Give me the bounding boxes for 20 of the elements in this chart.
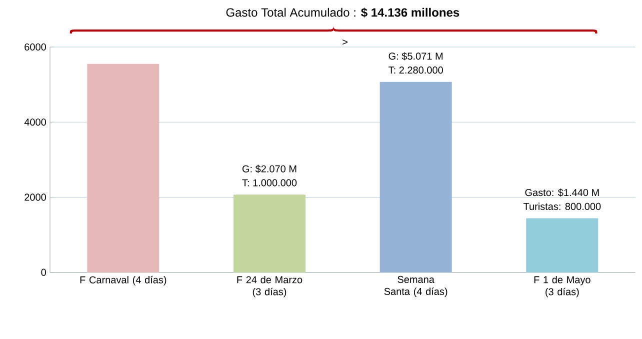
bar: [380, 82, 452, 272]
annotation: T: 1.000.000: [242, 179, 297, 186]
y-tick-label: 6000: [24, 43, 46, 51]
y-tick-label: 2000: [24, 194, 46, 201]
text: >: [342, 40, 348, 45]
annotation: G: $2.070 M: [242, 164, 296, 173]
x-tick-label: Semana Santa (4 días): [384, 276, 448, 297]
y-tick-label: 4000: [24, 118, 46, 126]
x-tick-label: F 24 de Marzo (3 días): [237, 276, 302, 298]
annotation: Gasto: $1.440 M: [525, 188, 599, 197]
x-tick-label: F 1 de Mayo (3 días): [534, 276, 590, 298]
chart-title: Gasto Total Acumulado : $ 14.136 millones: [226, 8, 460, 18]
bar: [234, 194, 306, 272]
annotation: Turistas: 800.000: [523, 202, 601, 210]
bar: [526, 218, 598, 272]
x-tick-label: F Carnaval (4 días): [80, 276, 166, 286]
annotation: T: 2.280.000: [388, 66, 443, 74]
annotation: G: $5.071 M: [388, 52, 443, 60]
bar: [87, 64, 160, 272]
y-tick-label: 0: [41, 268, 46, 276]
